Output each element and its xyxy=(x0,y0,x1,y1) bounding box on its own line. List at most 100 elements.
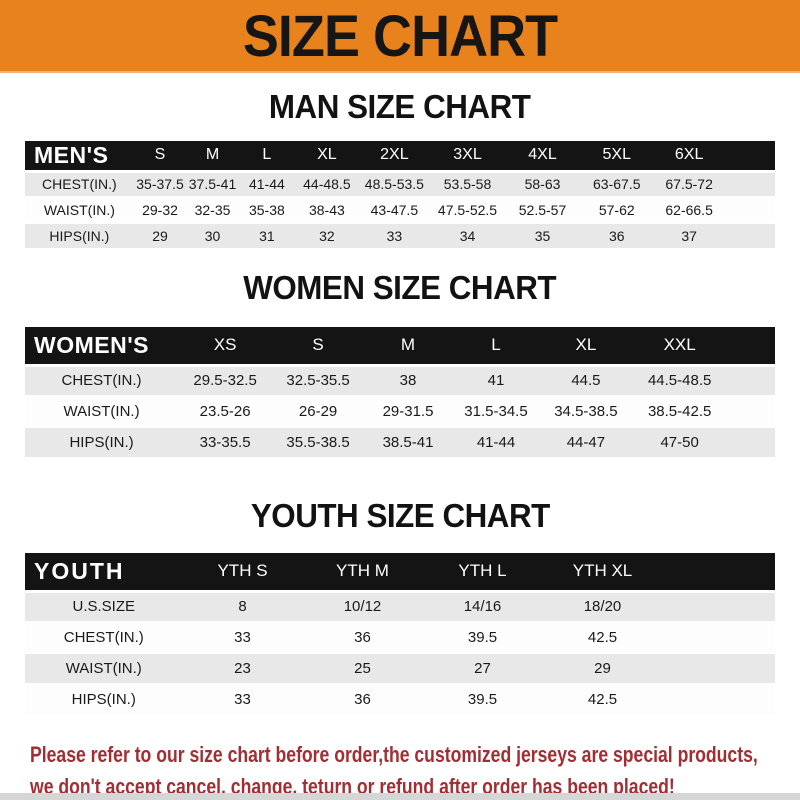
size-chart-banner: SIZE CHART xyxy=(0,0,800,73)
cell-value: 29 xyxy=(542,653,663,685)
cell-value: 29-31.5 xyxy=(364,396,452,428)
cell-value: 36 xyxy=(302,622,423,654)
cell-value: 35-37.5 xyxy=(133,171,187,198)
table-brand-label: WOMEN'S xyxy=(25,327,179,367)
cell-value: 39.5 xyxy=(422,684,543,716)
column-header: 5XL xyxy=(580,141,654,173)
cell-value: 33-35.5 xyxy=(178,427,273,459)
cell-value: 44-48.5 xyxy=(295,171,359,198)
cell-value: 29 xyxy=(133,223,187,250)
table-row: CHEST(IN.) 29.5-32.5 32.5-35.5 38 41 44.5 44.5… xyxy=(25,365,775,397)
cell-value: 42.5 xyxy=(542,684,663,716)
cell-value: 32-35 xyxy=(186,197,239,224)
cell-value: 8 xyxy=(182,591,303,623)
row-label: HIPS(IN.) xyxy=(25,427,179,459)
column-header: S xyxy=(133,141,187,173)
cell-value: 38 xyxy=(364,365,452,397)
bottom-strip xyxy=(0,793,800,800)
column-header: YTH L xyxy=(422,553,543,593)
women-section-heading: WOMEN SIZE CHART xyxy=(0,269,800,306)
cell-value: 58-63 xyxy=(505,171,580,198)
spacer-cell xyxy=(662,653,775,685)
cell-value: 34 xyxy=(430,223,505,250)
table-brand-label: MEN'S xyxy=(25,141,134,173)
women-heading-text: WOMEN SIZE CHART xyxy=(243,269,557,306)
cell-value: 44-47 xyxy=(540,427,632,459)
column-header: S xyxy=(272,327,364,367)
table-row: CHEST(IN.) 35-37.5 37.5-41 41-44 44-48.5 48.5… xyxy=(25,171,775,198)
youth-section-heading: YOUTH SIZE CHART xyxy=(0,497,800,534)
men-section: MAN SIZE CHART MEN'S S M L XL 2XL 3XL 4XL 5XL 6XL… xyxy=(0,88,800,250)
table-row: WAIST(IN.) 23 25 27 29 xyxy=(25,653,775,685)
cell-value: 29.5-32.5 xyxy=(178,365,273,397)
row-label: U.S.SIZE xyxy=(25,591,183,623)
cell-value: 34.5-38.5 xyxy=(540,396,632,428)
cell-value: 32.5-35.5 xyxy=(272,365,364,397)
men-section-heading: MAN SIZE CHART xyxy=(0,88,800,125)
row-label: WAIST(IN.) xyxy=(25,396,179,428)
cell-value: 30 xyxy=(186,223,239,250)
cell-value: 42.5 xyxy=(542,622,663,654)
row-label: HIPS(IN.) xyxy=(25,684,183,716)
spacer-cell xyxy=(662,684,775,716)
cell-value: 52.5-57 xyxy=(505,197,580,224)
cell-value: 41-44 xyxy=(238,171,295,198)
spacer-cell xyxy=(727,427,775,459)
cell-value: 57-62 xyxy=(580,197,654,224)
cell-value: 33 xyxy=(358,223,430,250)
table-row: CHEST(IN.) 33 36 39.5 42.5 xyxy=(25,622,775,654)
cell-value: 35-38 xyxy=(238,197,295,224)
women-section: WOMEN SIZE CHART WOMEN'S XS S M L XL XXL CHEST(… xyxy=(0,269,800,459)
cell-value: 38.5-42.5 xyxy=(631,396,728,428)
disclaimer-line-1: Please refer to our size chart before or… xyxy=(30,742,758,767)
cell-value: 33 xyxy=(182,622,303,654)
cell-value: 39.5 xyxy=(422,622,543,654)
spacer-cell xyxy=(727,365,775,397)
cell-value: 43-47.5 xyxy=(358,197,430,224)
column-header: XL xyxy=(295,141,359,173)
cell-value: 62-66.5 xyxy=(653,197,725,224)
cell-value: 63-67.5 xyxy=(580,171,654,198)
cell-value: 38-43 xyxy=(295,197,359,224)
youth-size-table: YOUTH YTH S YTH M YTH L YTH XL U.S.SIZE 8 10/12… xyxy=(25,553,775,716)
table-row: HIPS(IN.) 33 36 39.5 42.5 xyxy=(25,684,775,716)
youth-heading-text: YOUTH SIZE CHART xyxy=(250,497,550,534)
row-label: CHEST(IN.) xyxy=(25,622,183,654)
cell-value: 53.5-58 xyxy=(430,171,505,198)
cell-value: 47.5-52.5 xyxy=(430,197,505,224)
spacer-cell xyxy=(727,396,775,428)
cell-value: 37 xyxy=(653,223,725,250)
column-header: YTH M xyxy=(302,553,423,593)
cell-value: 33 xyxy=(182,684,303,716)
row-label: CHEST(IN.) xyxy=(25,171,134,198)
cell-value: 32 xyxy=(295,223,359,250)
column-header: XXL xyxy=(631,327,728,367)
cell-value: 23 xyxy=(182,653,303,685)
men-heading-text: MAN SIZE CHART xyxy=(269,88,531,125)
row-label: CHEST(IN.) xyxy=(25,365,179,397)
column-header: L xyxy=(452,327,540,367)
cell-value: 35.5-38.5 xyxy=(272,427,364,459)
cell-value: 27 xyxy=(422,653,543,685)
cell-value: 26-29 xyxy=(272,396,364,428)
table-row: WAIST(IN.) 23.5-26 26-29 29-31.5 31.5-34.5 34… xyxy=(25,396,775,428)
table-row: HIPS(IN.) 29 30 31 32 33 34 35 36 37 xyxy=(25,223,775,250)
column-header: 2XL xyxy=(358,141,430,173)
banner-title: SIZE CHART xyxy=(242,3,558,69)
cell-value: 29-32 xyxy=(133,197,187,224)
cell-value: 36 xyxy=(302,684,423,716)
cell-value: 18/20 xyxy=(542,591,663,623)
cell-value: 25 xyxy=(302,653,423,685)
cell-value: 44.5 xyxy=(540,365,632,397)
table-row: WAIST(IN.) 29-32 32-35 35-38 38-43 43-47.5 47.… xyxy=(25,197,775,224)
column-header: M xyxy=(364,327,452,367)
table-row: U.S.SIZE 8 10/12 14/16 18/20 xyxy=(25,591,775,623)
spacer-cell xyxy=(724,141,775,173)
cell-value: 41-44 xyxy=(452,427,540,459)
column-header: 4XL xyxy=(505,141,580,173)
spacer-cell xyxy=(727,327,775,367)
cell-value: 47-50 xyxy=(631,427,728,459)
cell-value: 41 xyxy=(452,365,540,397)
spacer-cell xyxy=(662,553,775,593)
